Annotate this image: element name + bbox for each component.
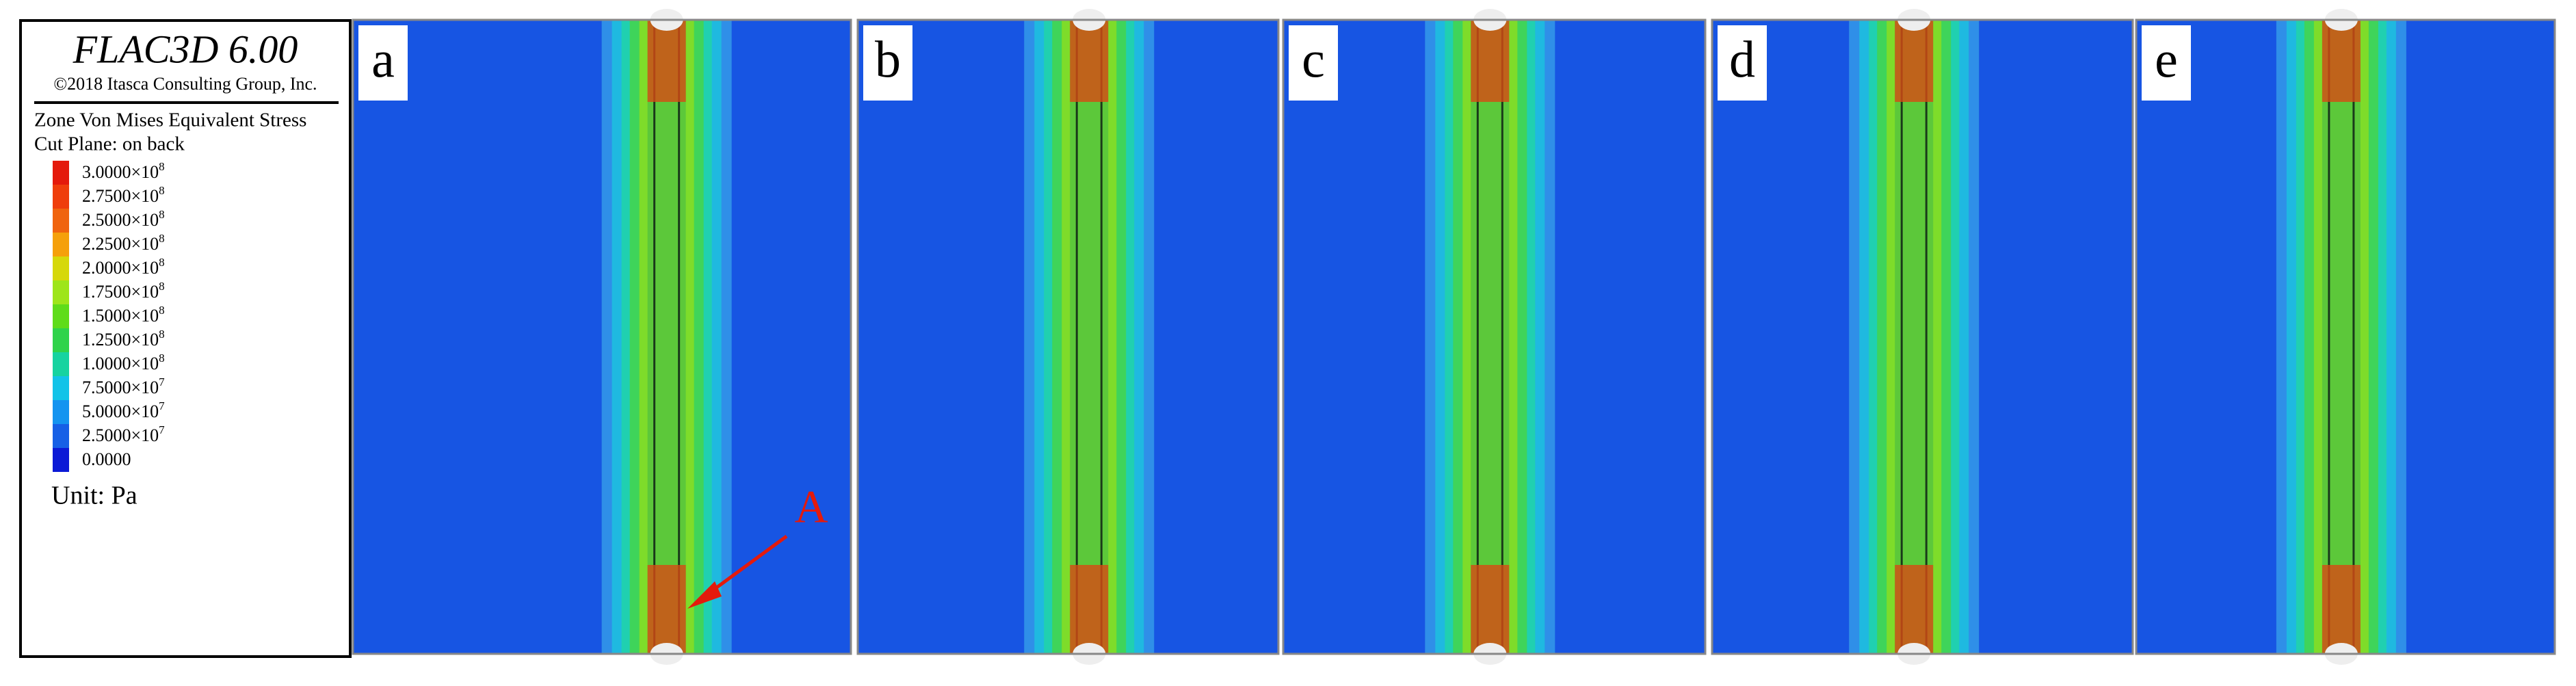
legend-entries: 3.0000×1082.7500×1082.5000×1082.2500×108…: [53, 160, 165, 472]
panel-border: [2135, 18, 2556, 655]
core-top: [647, 20, 686, 102]
annotation-arrow: [703, 534, 788, 598]
legend-label-base: 3.0000×10: [82, 162, 159, 182]
legend-label-base: 1.0000×10: [82, 354, 159, 373]
panel-label-box: [1289, 25, 1338, 101]
legend-label-exponent: 8: [159, 160, 165, 173]
legend-label-exponent: 8: [159, 352, 165, 365]
panel-label-box: [2142, 25, 2191, 101]
legend-label: 1.0000×108: [82, 352, 165, 373]
legend-label-base: 2.2500×10: [82, 234, 159, 254]
legend-swatch: [53, 352, 69, 376]
stress-band: [647, 20, 686, 654]
panel-border: [352, 18, 852, 655]
legend-label-exponent: 7: [159, 399, 165, 412]
legend-label-exponent: 8: [159, 184, 165, 197]
legend-quantity: Zone Von Mises Equivalent Stress: [34, 109, 306, 131]
legend-label: 1.2500×108: [82, 328, 165, 349]
legend-label: 1.7500×108: [82, 280, 165, 302]
legend-label: 2.5000×108: [82, 208, 165, 230]
legend-label-exponent: 8: [159, 328, 165, 341]
legend-label-base: 1.2500×10: [82, 330, 159, 349]
panel-label: c: [1302, 31, 1325, 88]
panels: a b c d e A: [352, 9, 2556, 665]
legend-label-exponent: 8: [159, 256, 165, 269]
legend-label-base: 2.5000×10: [82, 210, 159, 230]
core-top: [1471, 20, 1510, 102]
panel-border: [1711, 18, 2134, 655]
annotation-label: A: [794, 481, 828, 533]
core-top: [1070, 20, 1109, 102]
legend-label: 3.0000×108: [82, 160, 165, 182]
core-bottom: [1070, 565, 1109, 654]
core-bottom: [1471, 565, 1510, 654]
legend-swatch: [53, 185, 69, 209]
legend-swatch: [53, 161, 69, 185]
panel-label-box: [1718, 25, 1767, 101]
legend-label: 2.0000×108: [82, 256, 165, 278]
panel-label: a: [371, 31, 395, 88]
panel: a: [352, 9, 852, 665]
panel-border: [1282, 18, 1707, 655]
panel: e: [2135, 9, 2556, 665]
stress-band: [1895, 20, 1934, 654]
legend-label-exponent: 7: [159, 423, 165, 436]
core-top: [1895, 20, 1934, 102]
legend-label: 0.0000: [82, 449, 131, 469]
legend-label: 2.7500×108: [82, 184, 165, 206]
legend-swatch: [53, 424, 69, 448]
panel-label: d: [1729, 31, 1755, 88]
annotation-arrowhead: [687, 581, 722, 609]
legend-label-base: 5.0000×10: [82, 401, 159, 421]
legend-swatch: [53, 448, 69, 472]
legend-box: [19, 19, 352, 658]
legend-copyright: ©2018 Itasca Consulting Group, Inc.: [53, 74, 317, 94]
legend-label: 2.5000×107: [82, 423, 165, 445]
panel: d: [1711, 9, 2134, 665]
panel: b: [856, 9, 1280, 665]
legend-swatch: [53, 280, 69, 304]
legend-label: 2.2500×108: [82, 232, 165, 254]
legend-unit: Unit: Pa: [51, 481, 137, 510]
legend-label: 5.0000×107: [82, 399, 165, 421]
legend-cut-plane: Cut Plane: on back: [34, 133, 185, 155]
legend-swatch: [53, 209, 69, 233]
legend-label: 7.5000×107: [82, 375, 165, 397]
panel-label: e: [2155, 31, 2178, 88]
core-bottom: [1895, 565, 1934, 654]
legend-label: 1.5000×108: [82, 304, 165, 326]
stress-band: [2322, 20, 2361, 654]
legend-label-exponent: 8: [159, 232, 165, 245]
core-top: [2322, 20, 2361, 102]
legend-label-exponent: 8: [159, 208, 165, 221]
stress-band: [1471, 20, 1510, 654]
legend-label-base: 0.0000: [82, 449, 131, 469]
panel-label-box: [358, 25, 408, 101]
panel-label-box: [863, 25, 912, 101]
legend-label-exponent: 7: [159, 375, 165, 388]
legend-swatch: [53, 304, 69, 328]
panel-border: [856, 18, 1280, 655]
legend-title: FLAC3D 6.00: [73, 27, 298, 71]
legend-swatch: [53, 376, 69, 400]
legend-label-base: 1.5000×10: [82, 306, 159, 326]
stress-band: [1070, 20, 1109, 654]
legend-label-base: 2.0000×10: [82, 258, 159, 278]
legend-label-base: 2.5000×10: [82, 425, 159, 445]
legend-swatch: [53, 400, 69, 424]
legend-label-exponent: 8: [159, 304, 165, 317]
legend-label-base: 1.7500×10: [82, 282, 159, 302]
panel: c: [1282, 9, 1707, 665]
legend-label-base: 7.5000×10: [82, 378, 159, 397]
legend-swatch: [53, 233, 69, 256]
annotation: A: [687, 481, 828, 609]
legend-swatch: [53, 256, 69, 280]
panel-label: b: [875, 31, 901, 88]
core-bottom: [2322, 565, 2361, 654]
legend-swatch: [53, 328, 69, 352]
legend-label-exponent: 8: [159, 280, 165, 293]
legend-label-base: 2.7500×10: [82, 186, 159, 206]
core-bottom: [647, 565, 686, 654]
